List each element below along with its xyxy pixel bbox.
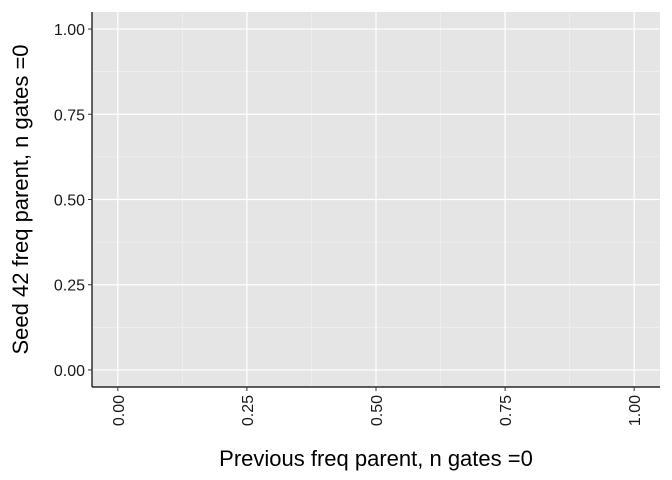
y-axis-ticks: 0.00 0.25 0.50 0.75 1.00: [54, 22, 92, 380]
y-tick-label: 0.00: [54, 363, 85, 380]
grid-lines: [92, 12, 660, 387]
y-tick-label: 0.75: [54, 107, 85, 124]
x-axis-title: Previous freq parent, n gates =0: [219, 446, 533, 471]
y-tick-label: 1.00: [54, 22, 85, 39]
x-tick-label: 1.00: [627, 395, 644, 426]
x-tick-label: 0.50: [369, 395, 386, 426]
x-tick-label: 0.75: [498, 395, 515, 426]
x-tick-label: 0.00: [111, 395, 128, 426]
x-axis-ticks: 0.00 0.25 0.50 0.75 1.00: [111, 387, 644, 426]
y-tick-label: 0.25: [54, 278, 85, 295]
y-tick-label: 0.50: [54, 193, 85, 210]
x-tick-label: 0.25: [240, 395, 257, 426]
y-axis-title: Seed 42 freq parent, n gates =0: [8, 44, 33, 354]
